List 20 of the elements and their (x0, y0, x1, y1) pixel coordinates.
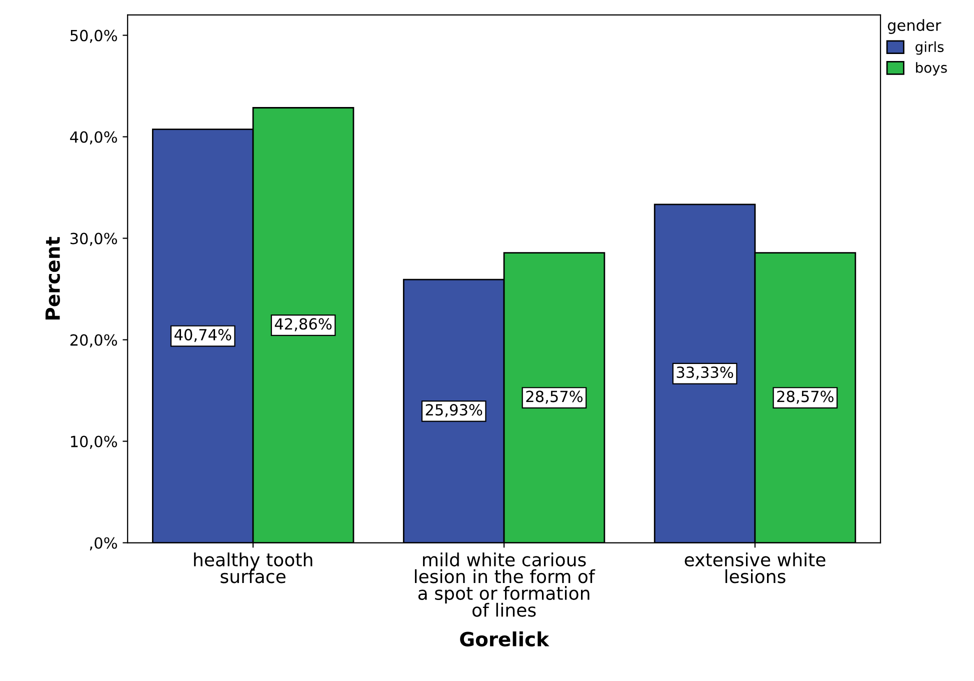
y-tick-label: 30,0% (70, 232, 118, 246)
x-axis-title: Gorelick (460, 631, 550, 646)
legend-label: boys (916, 62, 947, 76)
x-tick-label: extensive white lesions (684, 552, 826, 584)
data-label: 33,33% (676, 366, 734, 380)
y-tick-label: 10,0% (71, 436, 118, 449)
y-tick-label: 50,0% (70, 30, 118, 43)
x-tick-label: healthy tooth surface (194, 552, 312, 584)
data-label: 42,86% (274, 318, 332, 332)
legend-label: girls (916, 41, 944, 55)
y-axis-title: Percent (46, 236, 60, 320)
x-tick-label: mild white carious lesion in the form of a spot or formation of lines (414, 552, 596, 617)
y-tick-label: 40,0% (70, 131, 118, 144)
y-tick-label: ,0% (90, 537, 118, 550)
data-label: 28,57% (526, 390, 583, 404)
y-tick-label: 20,0% (70, 334, 118, 348)
legend-title: gender (888, 19, 942, 34)
data-label: 25,93% (426, 404, 482, 418)
data-label: 40,74% (174, 328, 232, 342)
data-label: 28,57% (777, 390, 834, 404)
